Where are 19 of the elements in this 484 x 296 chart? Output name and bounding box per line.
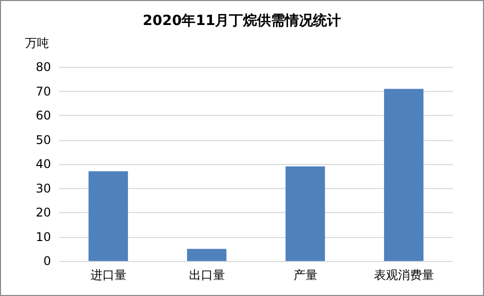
y-tick-label: 30 bbox=[36, 181, 51, 196]
y-tick-label: 50 bbox=[36, 132, 51, 147]
x-tick-label: 表观消费量 bbox=[374, 268, 434, 282]
chart-title: 2020年11月丁烷供需情况统计 bbox=[142, 12, 342, 29]
y-axis-title: 万吨 bbox=[25, 36, 49, 50]
y-tick-label: 10 bbox=[36, 230, 51, 244]
y-tick-label: 20 bbox=[36, 206, 51, 220]
bar bbox=[384, 88, 424, 261]
y-tick-label: 70 bbox=[36, 84, 51, 98]
y-tick-label: 80 bbox=[36, 60, 51, 74]
y-tick-label: 60 bbox=[36, 108, 51, 122]
bar bbox=[88, 171, 128, 261]
bar bbox=[286, 166, 325, 261]
x-tick-label: 产量 bbox=[293, 268, 318, 282]
y-tick-label: 40 bbox=[36, 157, 51, 171]
x-tick-label: 出口量 bbox=[188, 268, 225, 282]
x-tick-label: 进口量 bbox=[90, 268, 126, 282]
y-tick-label: 0 bbox=[43, 254, 51, 268]
bar bbox=[187, 248, 226, 261]
